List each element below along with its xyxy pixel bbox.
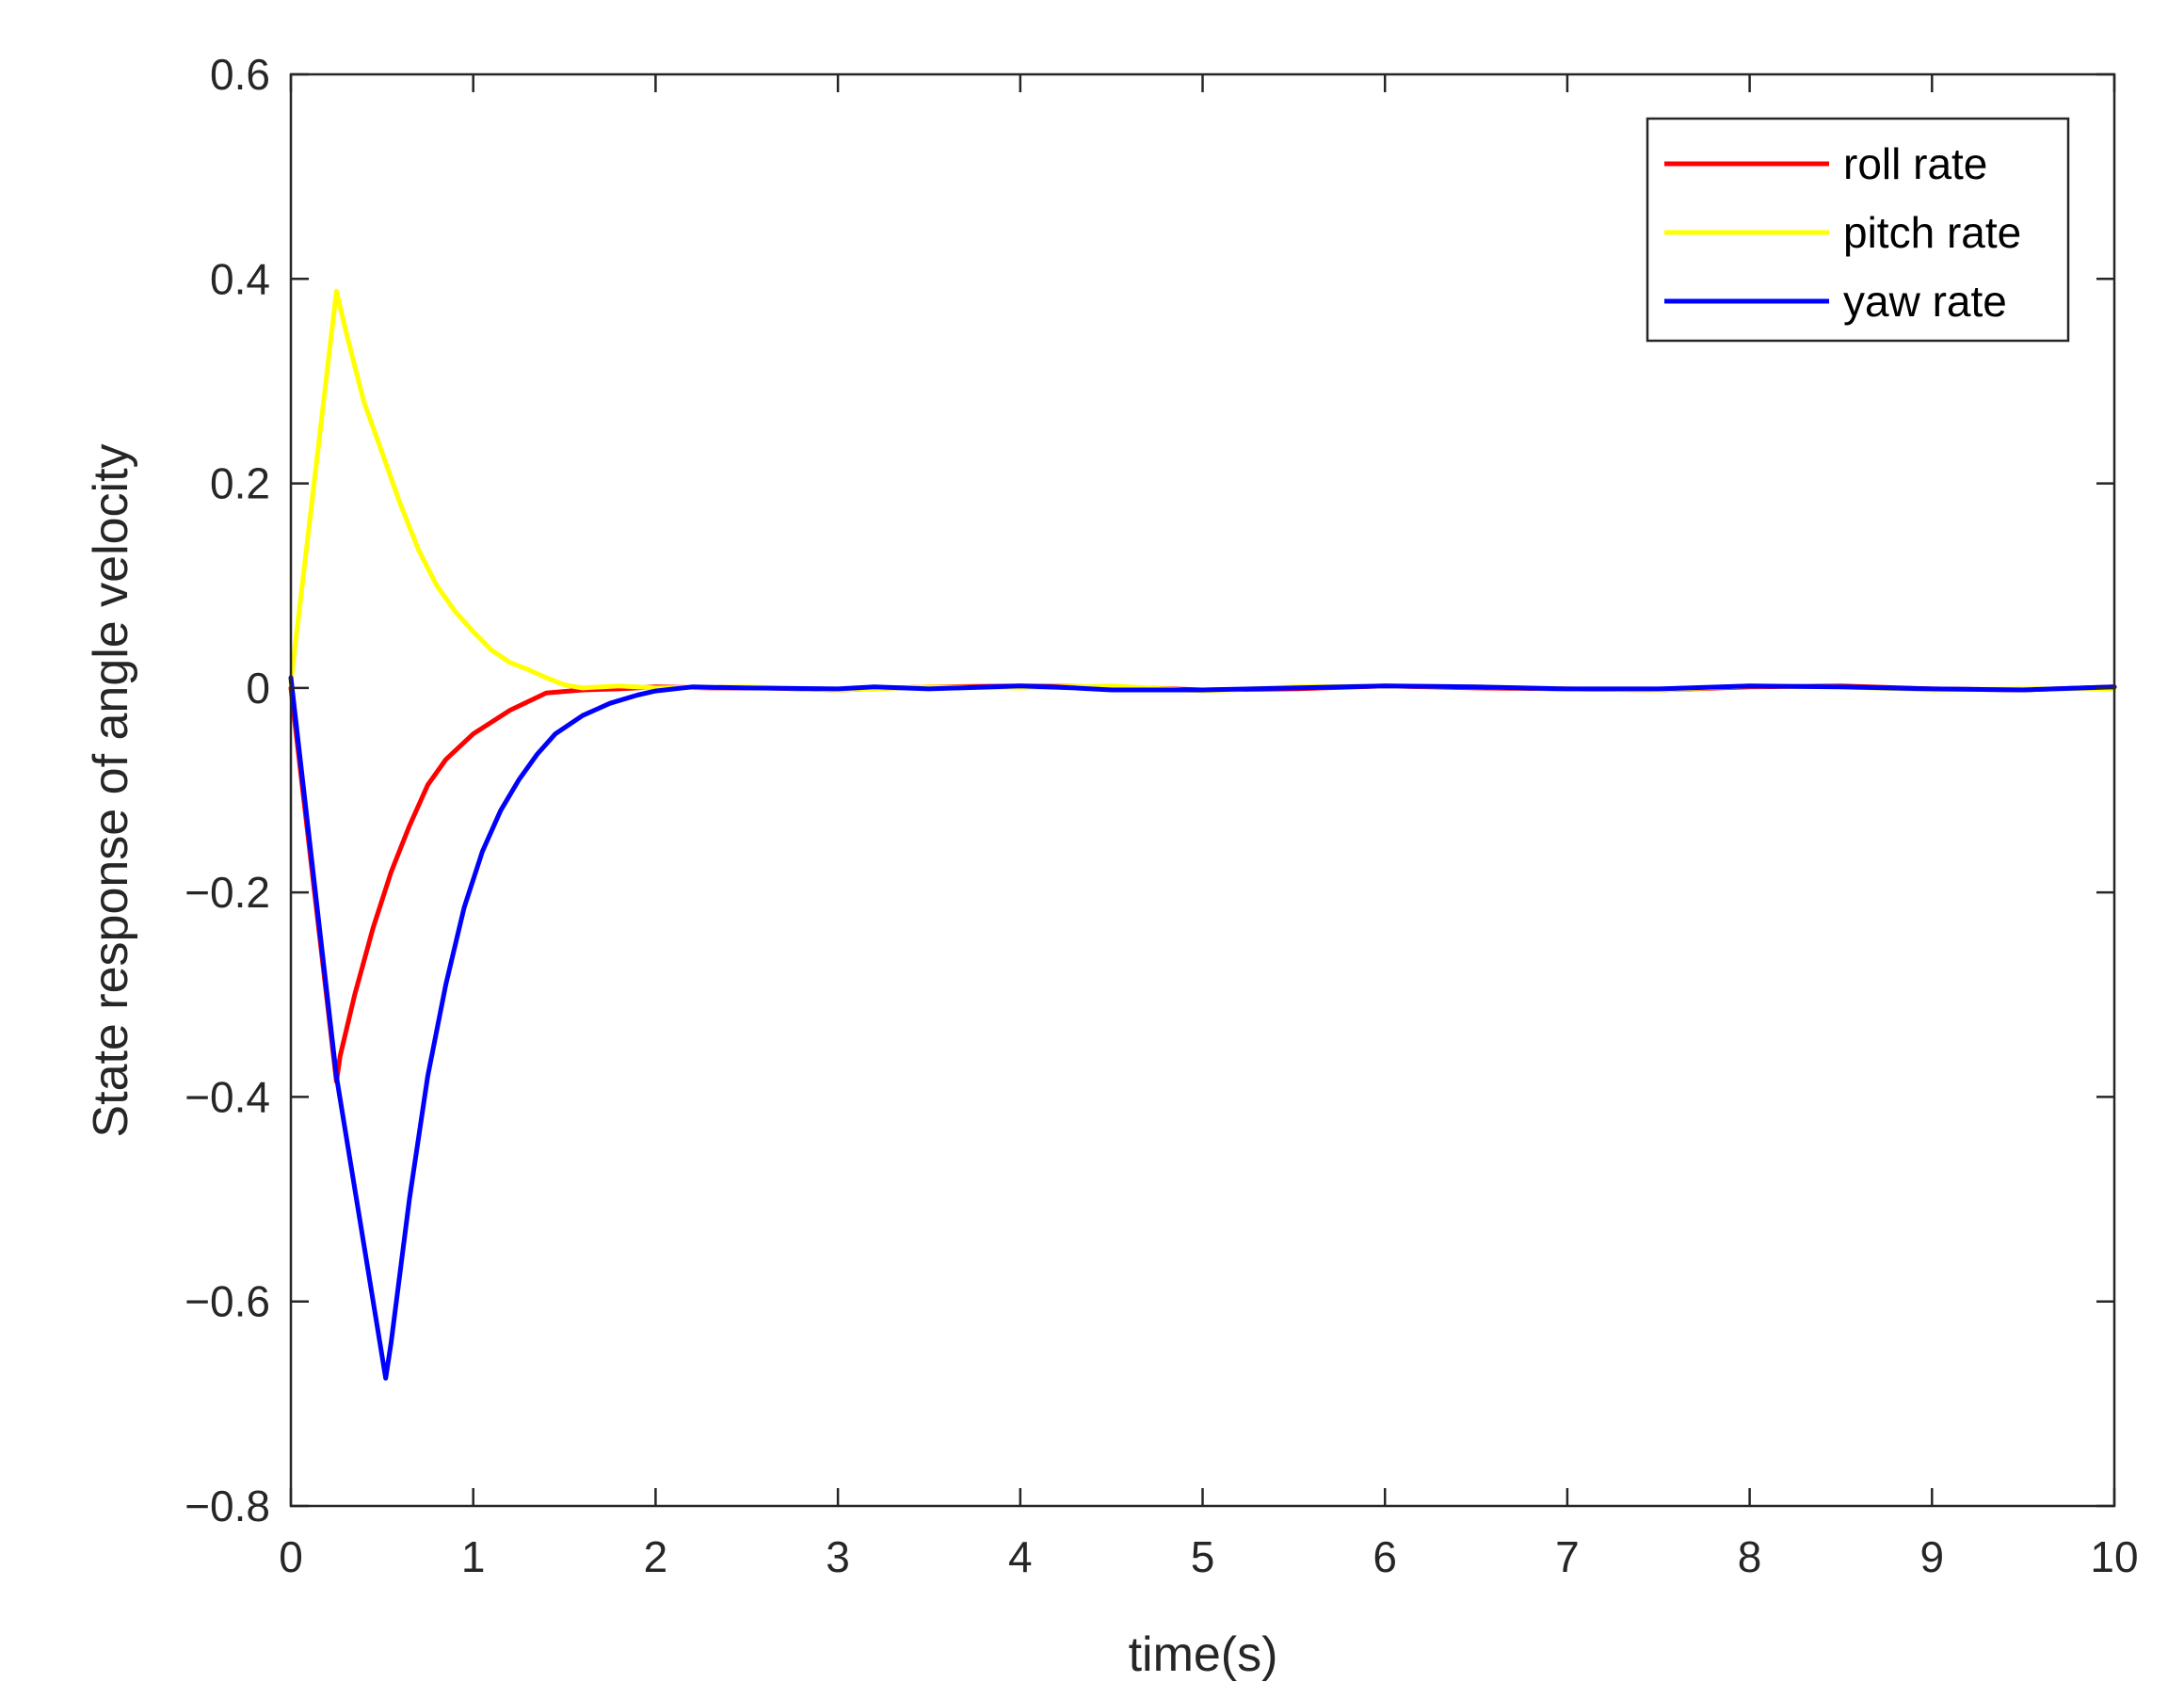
x-tick-label: 7: [1555, 1532, 1580, 1581]
x-tick-label: 10: [2090, 1532, 2138, 1581]
legend-label-roll-rate: roll rate: [1843, 139, 1987, 188]
series-line-yaw-rate: [288, 675, 2117, 1381]
y-tick-label: −0.8: [185, 1482, 270, 1530]
series-layer: [288, 288, 2117, 1381]
y-tick-label: 0.6: [210, 50, 270, 99]
legend-label-pitch-rate: pitch rate: [1843, 208, 2021, 257]
x-tick-label: 4: [1008, 1532, 1033, 1581]
x-tick-label: 9: [1920, 1532, 1945, 1581]
legend: roll rate pitch rate yaw rate: [1646, 117, 2070, 343]
x-tick-label: 5: [1191, 1532, 1215, 1581]
x-axis-label: time(s): [1129, 1627, 1278, 1682]
y-tick-label: 0.2: [210, 459, 270, 508]
x-tick-label: 1: [461, 1532, 486, 1581]
y-tick-label: −0.2: [185, 868, 270, 917]
y-tick-label: 0: [246, 664, 270, 713]
x-tick-label: 2: [644, 1532, 668, 1581]
tick-layer: [289, 72, 2116, 1508]
y-tick-label: −0.4: [185, 1072, 270, 1121]
x-tick-label: 6: [1373, 1532, 1397, 1581]
x-tick-label: 3: [826, 1532, 850, 1581]
y-tick-label: 0.4: [210, 254, 270, 303]
tick-label-layer: 0 1 2 3 4 5 6 7 8 9 10 −0.8 −0.6 −0.4 −0.2 0 0.2 0.4 0.6: [185, 50, 2138, 1581]
x-tick-label: 0: [279, 1532, 303, 1581]
x-tick-label: 8: [1738, 1532, 1762, 1581]
y-tick-label: −0.6: [185, 1277, 270, 1326]
y-axis-label: State response of angle velocity: [84, 443, 138, 1137]
legend-box: [1646, 117, 2070, 343]
legend-label-yaw-rate: yaw rate: [1843, 277, 2007, 326]
